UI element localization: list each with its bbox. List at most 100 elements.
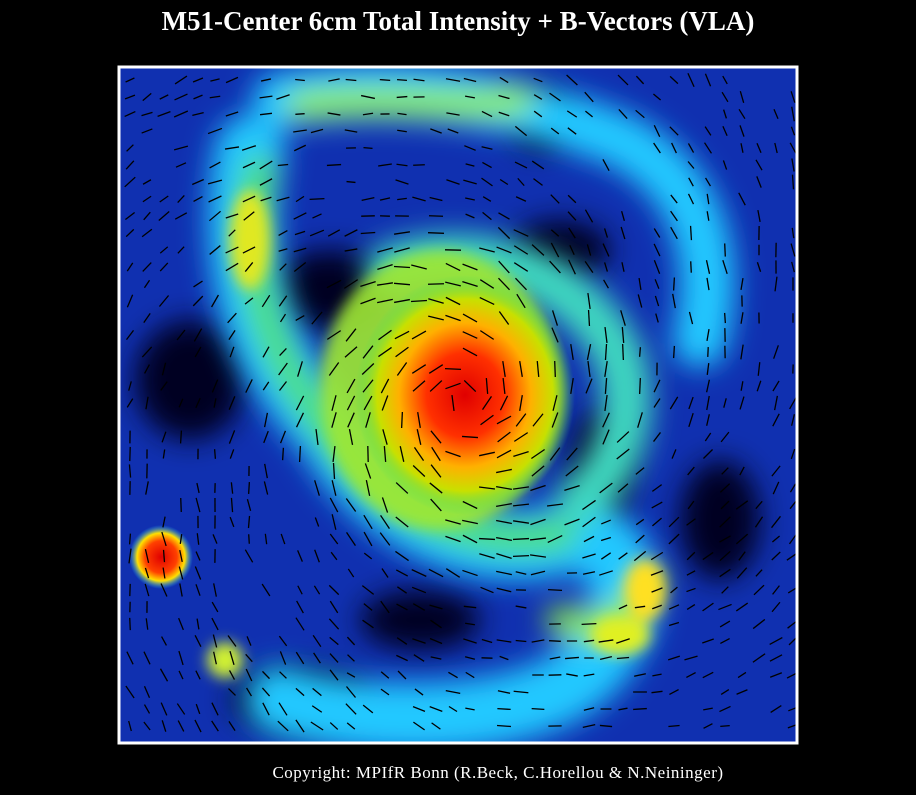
- b-vector: [245, 687, 253, 697]
- b-vector: [479, 330, 495, 340]
- b-vector: [276, 196, 290, 202]
- b-vector: [128, 720, 132, 732]
- b-vector: [445, 78, 461, 82]
- b-vector: [360, 231, 376, 235]
- b-vector: [514, 277, 528, 291]
- b-vector: [550, 127, 560, 135]
- b-vector: [314, 517, 320, 527]
- b-vector: [347, 654, 355, 662]
- b-vector: [479, 247, 495, 253]
- b-vector: [295, 195, 305, 203]
- b-vector: [417, 412, 421, 428]
- b-vector: [513, 245, 529, 255]
- b-vector: [278, 635, 288, 647]
- b-vector: [669, 75, 679, 85]
- b-vector: [396, 637, 408, 645]
- b-vector: [295, 113, 305, 115]
- b-vector: [635, 75, 645, 85]
- b-vector: [346, 180, 356, 184]
- b-vector: [278, 248, 288, 252]
- b-vector: [653, 124, 661, 138]
- title: M51-Center 6cm Total Intensity + B-Vecto…: [162, 6, 755, 36]
- b-vector: [568, 259, 576, 275]
- b-vector: [260, 78, 272, 82]
- b-vector: [462, 347, 478, 357]
- b-vector: [755, 569, 763, 577]
- b-vector: [672, 277, 676, 291]
- b-vector: [706, 363, 710, 375]
- b-vector: [143, 279, 151, 289]
- b-vector: [655, 313, 659, 323]
- b-vector: [704, 432, 712, 442]
- b-vector: [502, 377, 506, 395]
- b-vector: [259, 160, 273, 170]
- b-vector: [635, 518, 645, 526]
- b-vector: [481, 396, 493, 410]
- b-vector: [193, 280, 203, 288]
- b-vector: [429, 706, 443, 712]
- b-vector: [531, 708, 545, 710]
- b-vector: [638, 277, 642, 291]
- b-vector: [651, 690, 663, 694]
- b-vector: [671, 142, 677, 154]
- b-vector: [178, 617, 184, 631]
- b-vector: [586, 244, 592, 256]
- b-vector: [502, 360, 506, 378]
- b-vector: [669, 126, 679, 136]
- b-vector: [416, 429, 422, 445]
- b-vector: [462, 280, 478, 288]
- b-vector: [380, 514, 390, 530]
- b-vector: [687, 466, 695, 476]
- b-vector: [446, 112, 460, 116]
- b-vector: [722, 126, 728, 136]
- b-vector: [312, 634, 322, 648]
- b-vector: [512, 555, 530, 557]
- b-vector: [738, 551, 746, 561]
- b-vector: [536, 360, 540, 378]
- b-vector: [791, 414, 795, 426]
- b-vector: [464, 656, 476, 660]
- b-vector: [227, 312, 237, 324]
- b-vector: [362, 704, 374, 714]
- b-vector: [159, 668, 169, 682]
- b-vector: [328, 362, 340, 376]
- b-vector: [635, 467, 645, 475]
- b-vector: [703, 142, 713, 154]
- frame: [117, 65, 799, 745]
- b-vector: [346, 395, 356, 411]
- b-vector: [211, 601, 219, 613]
- b-vector: [362, 112, 374, 116]
- b-vector: [143, 704, 151, 714]
- b-vector: [396, 654, 408, 662]
- b-vector: [653, 142, 661, 154]
- b-vector: [430, 656, 442, 660]
- b-vector: [259, 112, 273, 116]
- b-vector: [739, 396, 745, 410]
- b-vector: [516, 293, 526, 309]
- b-vector: [346, 672, 356, 678]
- b-vector: [601, 519, 611, 525]
- b-vector: [295, 314, 305, 322]
- b-vector: [445, 314, 461, 322]
- b-vector: [445, 382, 461, 390]
- b-vector: [789, 142, 796, 154]
- b-vector: [280, 533, 286, 545]
- b-vector: [752, 653, 766, 663]
- b-vector: [479, 553, 495, 559]
- b-vector: [194, 346, 202, 358]
- b-vector: [667, 655, 681, 661]
- b-vector: [566, 673, 578, 677]
- b-vector: [719, 483, 731, 493]
- b-vector: [161, 431, 167, 443]
- b-vector: [531, 448, 545, 460]
- b-vector: [297, 550, 303, 562]
- b-vector: [242, 195, 256, 203]
- b-vector: [668, 621, 680, 627]
- b-vector: [160, 381, 168, 391]
- b-vector: [787, 587, 796, 594]
- b-vector: [411, 330, 427, 340]
- b-vector: [565, 465, 579, 477]
- b-vector: [242, 161, 256, 169]
- b-vector: [381, 395, 389, 411]
- b-vector: [519, 395, 523, 411]
